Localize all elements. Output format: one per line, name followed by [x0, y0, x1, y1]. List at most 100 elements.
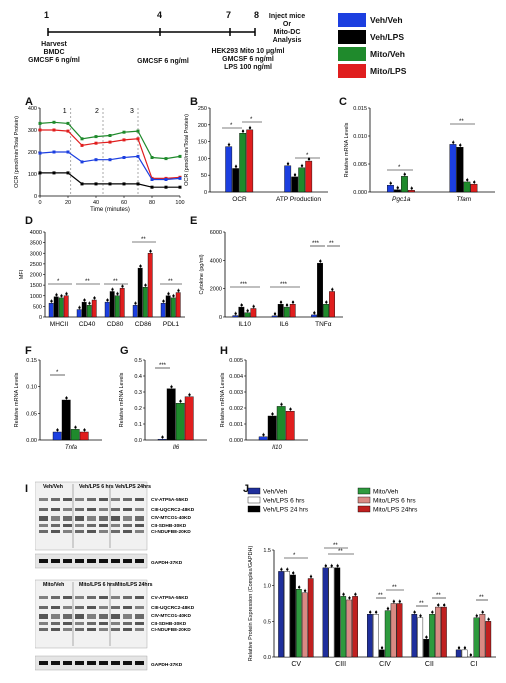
tl-line: Mito-DC	[273, 29, 301, 36]
protein-band	[75, 596, 84, 599]
tl-line: Or	[282, 21, 292, 28]
y-tick-label: 0.0	[263, 655, 271, 661]
data-point	[342, 593, 345, 596]
protein-band	[51, 628, 60, 631]
y-tick-label: 0	[39, 315, 42, 321]
sig-star: ***	[159, 363, 167, 369]
y-tick-label: 0.003	[229, 390, 243, 396]
category-label: TNFα	[315, 321, 332, 328]
y-tick-label: 0	[219, 315, 222, 321]
bar	[232, 168, 240, 193]
protein-band	[39, 614, 48, 619]
bar	[104, 301, 110, 318]
data-point	[463, 646, 467, 650]
data-point	[330, 564, 333, 568]
bar	[311, 314, 317, 318]
protein-band	[39, 628, 48, 631]
legend-swatch	[338, 46, 366, 61]
y-tick-label: 0.001	[229, 422, 243, 428]
series-point	[108, 158, 112, 162]
data-point	[50, 299, 53, 303]
data-point	[425, 635, 428, 639]
y-axis-label: Relative mRNA Levels	[119, 372, 125, 427]
y-tick-label: 0.3	[134, 390, 142, 396]
gapdh-band	[51, 559, 60, 563]
protein-band	[111, 622, 120, 625]
category-label: IL10	[238, 321, 251, 328]
category-label: CII	[425, 661, 434, 668]
bar	[81, 301, 87, 318]
band-label: CIII-UQCRC2-48KD	[151, 507, 195, 513]
data-point	[374, 611, 378, 614]
bar	[157, 438, 167, 441]
data-point	[55, 293, 58, 297]
protein-band	[111, 606, 120, 609]
series-point	[94, 135, 98, 139]
protein-band	[111, 524, 120, 527]
series-line	[39, 151, 181, 181]
gapdh-band	[39, 661, 48, 665]
bar	[79, 431, 89, 441]
legend-item: Mito/LPS	[338, 62, 406, 79]
protein-band	[75, 606, 84, 609]
bar	[367, 613, 373, 658]
protein-band	[99, 614, 108, 619]
bar	[225, 146, 233, 193]
y-tick-label: 1.5	[263, 548, 271, 554]
series-point	[38, 121, 42, 125]
y-axis-label: Cytokine (pg/ml)	[199, 254, 205, 294]
bar	[485, 621, 492, 658]
bar	[429, 613, 435, 658]
gapdh-band	[51, 661, 60, 665]
data-point	[234, 312, 237, 315]
timeline-day-4: 4	[157, 10, 163, 20]
data-point	[324, 564, 327, 568]
bar	[479, 613, 486, 658]
gapdh-band	[75, 661, 84, 665]
series-point	[52, 150, 56, 154]
protein-band	[135, 530, 144, 533]
legend-swatch	[338, 63, 366, 78]
main-legend: Veh/Veh Veh/LPS Mito/Veh Mito/LPS	[338, 11, 406, 79]
series-point	[164, 157, 168, 161]
bar	[352, 596, 358, 658]
y-tick-label: 2000	[30, 273, 42, 279]
data-point	[487, 618, 490, 621]
bar	[53, 296, 59, 318]
protein-band	[75, 614, 84, 619]
protein-band	[63, 596, 72, 599]
protein-band	[123, 508, 132, 511]
series-point	[136, 137, 140, 141]
protein-band	[87, 606, 96, 609]
category-label: CIV	[379, 661, 391, 668]
legend-swatch	[357, 505, 371, 513]
data-point	[144, 284, 147, 287]
bar	[394, 189, 401, 193]
protein-band	[75, 516, 84, 521]
bar	[284, 571, 290, 658]
data-point	[303, 589, 307, 592]
legend-item: Mito/Veh	[338, 45, 406, 62]
protein-band	[111, 508, 120, 511]
data-point	[167, 292, 170, 295]
tl-line: GMCSF 6 ng/ml	[222, 56, 274, 63]
y-tick-label: 0.004	[229, 374, 243, 380]
bar	[58, 297, 64, 318]
category-label: Pgc1a	[392, 196, 411, 203]
protein-band	[135, 498, 144, 501]
data-point	[475, 614, 478, 617]
sig-star: *	[230, 123, 233, 129]
series-point	[122, 156, 126, 159]
timeline-label-day1: Harvest BMDC GMCSF 6 ng/ml	[18, 41, 90, 65]
data-point	[149, 250, 152, 253]
protein-band	[63, 516, 72, 521]
series-point	[122, 138, 126, 142]
gapdh-band	[111, 661, 120, 665]
data-point	[252, 305, 255, 308]
bar	[298, 167, 306, 193]
series-point	[136, 182, 140, 186]
sig-star: **	[459, 119, 464, 125]
band-label: CV-ATP5A-55KD	[151, 595, 189, 601]
legend-swatch	[247, 487, 261, 495]
protein-band	[75, 530, 84, 533]
